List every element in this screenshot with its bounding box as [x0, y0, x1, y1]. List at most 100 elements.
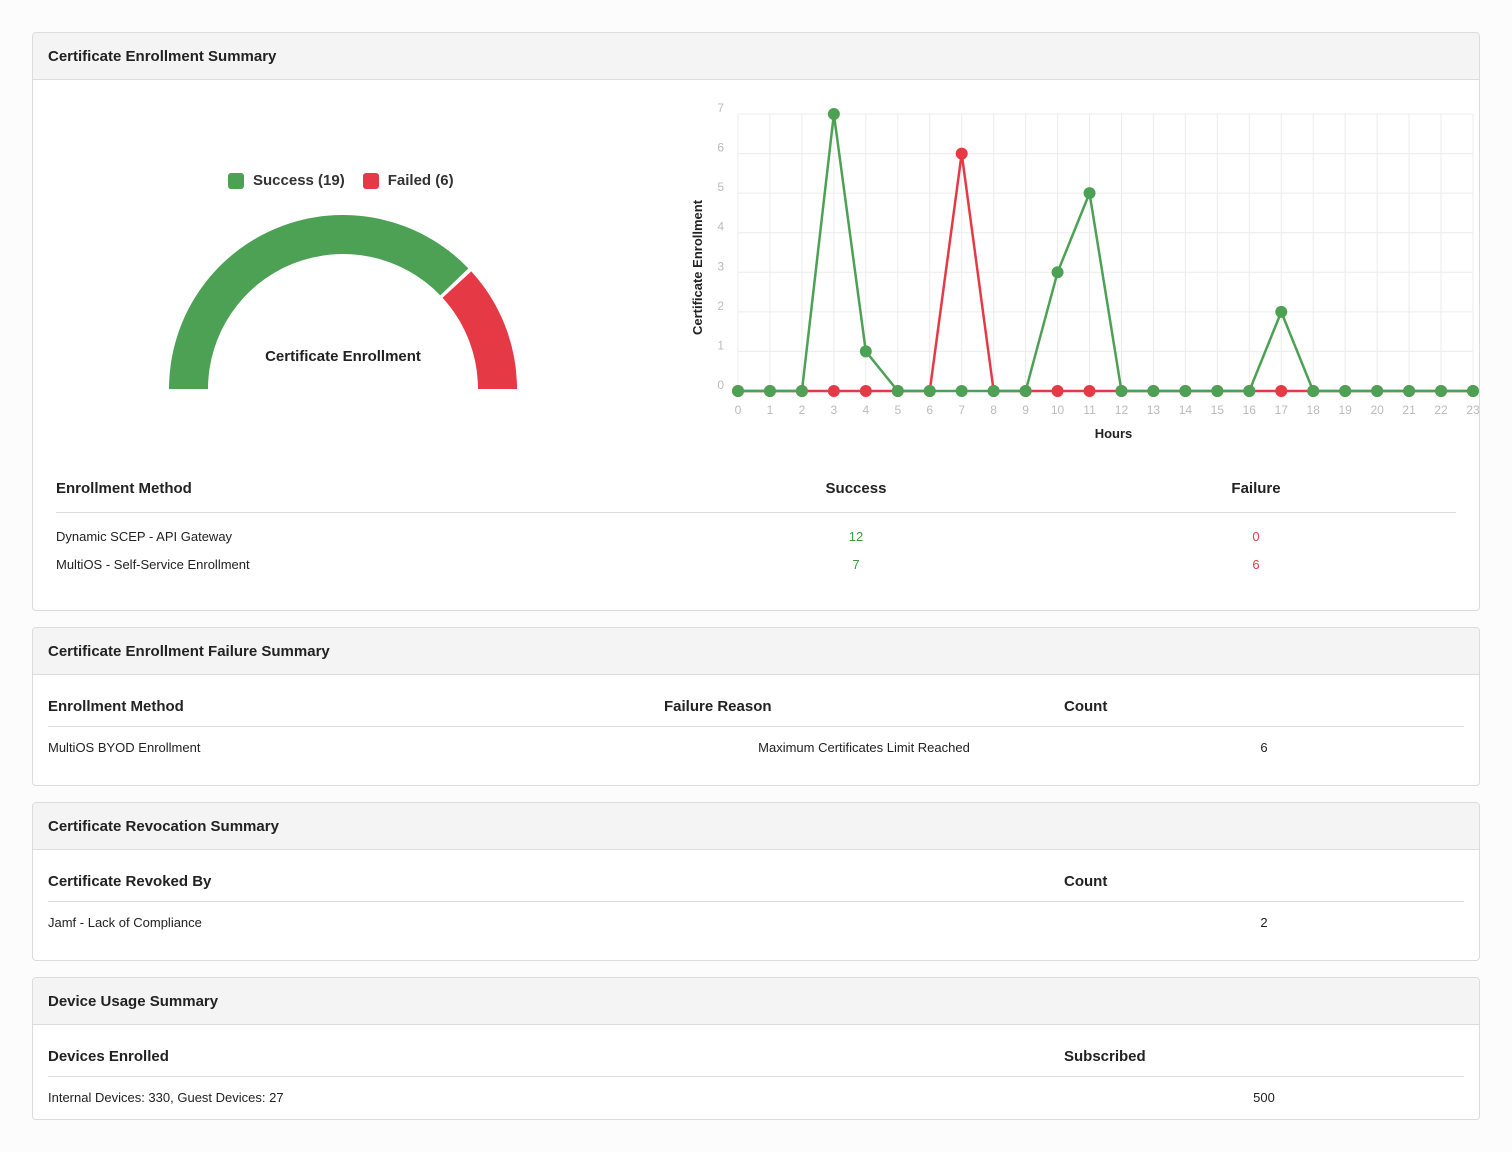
- method-cell: Dynamic SCEP - API Gateway: [56, 528, 233, 544]
- legend-failed[interactable]: Failed (6): [362, 172, 454, 189]
- data-point: [1019, 385, 1032, 397]
- failure-cell: 0: [1252, 528, 1260, 544]
- data-point: [1147, 385, 1160, 397]
- data-point: [1051, 266, 1064, 279]
- method-cell: MultiOS - Self-Service Enrollment: [56, 556, 250, 572]
- device-usage-panel: Device Usage Summary Devices Enrolled Su…: [32, 977, 1480, 1120]
- data-point: [955, 385, 968, 397]
- x-tick-label: 4: [862, 403, 869, 417]
- gauge-success-arc[interactable]: [169, 215, 469, 389]
- table-row: Jamf - Lack of Compliance 2: [48, 901, 1464, 943]
- data-point: [955, 147, 968, 160]
- col-success: Success: [656, 465, 1056, 513]
- legend-success-label: Success (19): [253, 172, 345, 189]
- data-point: [1467, 385, 1479, 397]
- data-point: [1243, 385, 1256, 397]
- col-count: Count: [1064, 688, 1464, 727]
- col-count: Count: [1064, 863, 1464, 902]
- col-failure: Failure: [1056, 465, 1456, 513]
- data-point: [1339, 385, 1352, 397]
- data-point: [827, 108, 840, 120]
- count-cell: 6: [1260, 739, 1268, 755]
- y-tick-label: 0: [717, 378, 724, 392]
- gauge-legend: Success (19) Failed (6): [228, 172, 472, 189]
- data-point: [1275, 305, 1288, 318]
- device-usage-table: Devices Enrolled Subscribed Internal Dev…: [48, 1038, 1464, 1118]
- data-point: [923, 385, 936, 397]
- x-tick-label: 21: [1402, 403, 1416, 417]
- x-tick-label: 5: [894, 403, 901, 417]
- revoked-by-cell: Jamf - Lack of Compliance: [48, 914, 202, 930]
- legend-failed-swatch: [362, 172, 379, 189]
- table-row: MultiOS - Self-Service Enrollment 7 6: [56, 550, 1456, 578]
- data-point: [1211, 385, 1224, 397]
- data-point: [1435, 385, 1448, 397]
- enrollment-method-table: Enrollment Method Success Failure Dynami…: [56, 465, 1456, 578]
- data-point: [859, 345, 872, 358]
- data-point: [763, 385, 776, 397]
- data-point: [795, 385, 808, 397]
- y-tick-label: 3: [717, 259, 724, 273]
- x-axis-title: Hours: [1095, 426, 1133, 441]
- x-tick-label: 6: [926, 403, 933, 417]
- x-tick-label: 10: [1051, 403, 1065, 417]
- revocation-summary-panel: Certificate Revocation Summary Certifica…: [32, 802, 1480, 961]
- table-row: Dynamic SCEP - API Gateway 12 0: [56, 512, 1456, 550]
- data-point: [1179, 385, 1192, 397]
- legend-success-swatch: [228, 172, 244, 189]
- revocation-summary-title: Certificate Revocation Summary: [33, 803, 1479, 850]
- x-tick-label: 19: [1338, 403, 1352, 417]
- enrollment-gauge: [169, 215, 517, 389]
- x-tick-label: 22: [1434, 403, 1448, 417]
- legend-success[interactable]: Success (19): [228, 172, 345, 189]
- data-point: [1083, 187, 1096, 200]
- x-tick-label: 17: [1275, 403, 1289, 417]
- data-point: [891, 385, 904, 397]
- table-row: MultiOS BYOD Enrollment Maximum Certific…: [48, 726, 1464, 768]
- col-failure-reason: Failure Reason: [664, 688, 1064, 727]
- subscribed-cell: 500: [1253, 1089, 1275, 1105]
- gauge-failed-arc[interactable]: [442, 271, 517, 389]
- x-tick-label: 3: [831, 403, 838, 417]
- y-tick-label: 1: [717, 338, 724, 352]
- y-tick-label: 7: [717, 101, 724, 115]
- data-point: [732, 385, 744, 397]
- x-tick-label: 14: [1179, 403, 1193, 417]
- x-tick-label: 13: [1147, 403, 1161, 417]
- col-devices-enrolled: Devices Enrolled: [48, 1038, 1064, 1077]
- x-tick-label: 11: [1083, 403, 1096, 417]
- revocation-table: Certificate Revoked By Count Jamf - Lack…: [48, 863, 1464, 943]
- count-cell: 2: [1260, 914, 1268, 930]
- x-tick-label: 12: [1115, 403, 1129, 417]
- data-point: [827, 385, 840, 397]
- x-tick-label: 0: [735, 403, 742, 417]
- x-tick-label: 7: [958, 403, 965, 417]
- failure-cell: 6: [1252, 556, 1260, 572]
- data-point: [987, 385, 1000, 397]
- failure-summary-panel: Certificate Enrollment Failure Summary E…: [32, 627, 1480, 786]
- data-point: [1051, 385, 1064, 397]
- col-revoked-by: Certificate Revoked By: [48, 863, 1064, 902]
- data-point: [1307, 385, 1320, 397]
- success-cell: 12: [848, 528, 864, 544]
- col-subscribed: Subscribed: [1064, 1038, 1464, 1077]
- series-line: [738, 112, 1473, 393]
- x-tick-label: 2: [799, 403, 806, 417]
- y-tick-label: 5: [717, 180, 724, 194]
- enrollment-summary-panel: Certificate Enrollment Summary Success (…: [32, 32, 1480, 611]
- x-tick-label: 1: [767, 403, 774, 417]
- device-usage-title: Device Usage Summary: [33, 978, 1479, 1025]
- table-row: Internal Devices: 330, Guest Devices: 27…: [48, 1076, 1464, 1118]
- data-point: [1115, 385, 1128, 397]
- gauge-label: Certificate Enrollment: [265, 348, 421, 365]
- data-point: [859, 385, 872, 397]
- x-tick-label: 16: [1243, 403, 1257, 417]
- col-enrollment-method: Enrollment Method: [56, 465, 656, 513]
- enrollment-summary-title: Certificate Enrollment Summary: [33, 33, 1479, 80]
- x-tick-label: 9: [1022, 403, 1029, 417]
- devices-enrolled-cell: Internal Devices: 330, Guest Devices: 27: [48, 1089, 284, 1105]
- x-tick-label: 8: [990, 403, 997, 417]
- y-tick-label: 4: [717, 220, 724, 234]
- y-tick-label: 6: [717, 141, 724, 155]
